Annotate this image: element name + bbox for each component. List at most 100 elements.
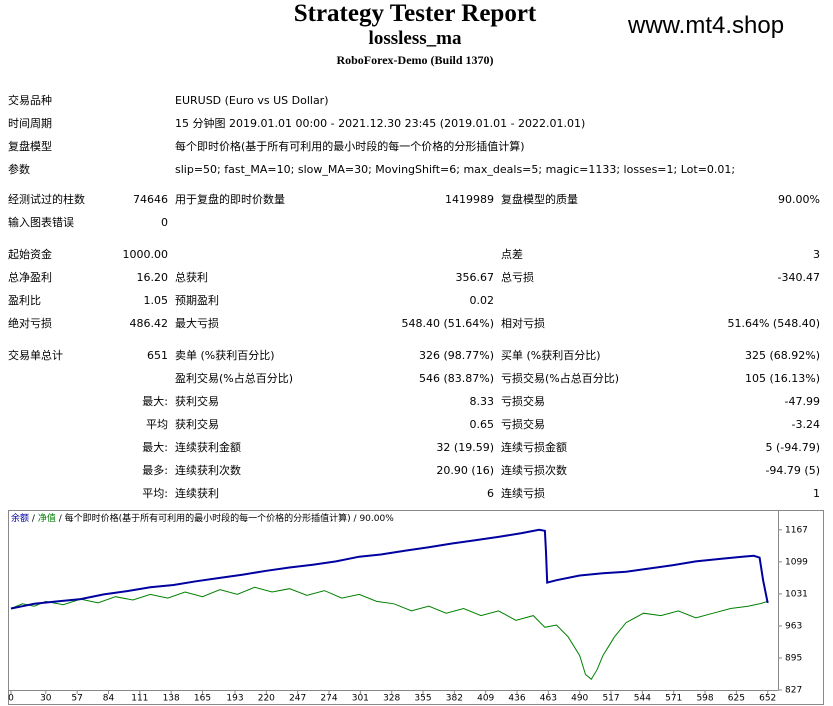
x-tick-label: 490 — [571, 694, 588, 704]
setting-label: 时间周期 — [8, 117, 52, 130]
x-tick-label: 274 — [320, 694, 337, 704]
x-tick-label: 598 — [696, 694, 713, 704]
watermark: www.mt4.shop — [628, 12, 785, 39]
stat-value: 105 (16.13%) — [744, 372, 820, 385]
x-tick-label: 193 — [226, 694, 243, 704]
stat-value: 32 (19.59) — [436, 441, 494, 454]
x-tick-label: 409 — [477, 694, 494, 704]
stat-label: 总获利 — [175, 271, 208, 284]
x-tick-label: 517 — [602, 694, 619, 704]
x-tick-label: 165 — [194, 694, 211, 704]
x-tick-label: 301 — [352, 694, 369, 704]
stat-label: 总净盈利 — [8, 271, 52, 284]
x-tick-label: 355 — [414, 694, 431, 704]
stat-value: 0.02 — [469, 294, 495, 307]
x-tick-label: 111 — [131, 694, 148, 704]
stat-value: 最大: — [142, 441, 168, 454]
stat-label: 连续获利 — [175, 487, 219, 500]
stat-label: 复盘模型的质量 — [501, 193, 578, 206]
y-tick-label: 963 — [785, 621, 802, 631]
x-tick-label: 382 — [446, 694, 463, 704]
y-tick-label: 1031 — [785, 589, 808, 599]
stat-label: 连续获利金额 — [175, 441, 241, 454]
chart: 827 895 963 1031 1099 1167 0 30 57 84 111 138 165 193… — [8, 510, 824, 705]
caption: 每个即时价格(基于所有可利用的最小时段的每一个价格的分形插值计算) — [65, 512, 351, 524]
stat-value: 20.90 (16) — [436, 464, 494, 477]
x-tick-label: 652 — [759, 694, 776, 704]
stat-value: 1.05 — [143, 294, 169, 307]
stat-label: 连续获利次数 — [175, 464, 241, 477]
y-tick-label: 1099 — [785, 557, 808, 567]
stat-label: 绝对亏损 — [8, 317, 52, 330]
stat-label: 买单 (%获利百分比) — [501, 349, 601, 362]
stat-value: -3.24 — [791, 418, 820, 431]
stat-label: 获利交易 — [175, 418, 219, 431]
stat-value: 16.20 — [136, 271, 169, 284]
stat-value: 548.40 (51.64%) — [401, 317, 494, 330]
stat-label: 交易单总计 — [8, 349, 63, 362]
setting-label: 交易品种 — [8, 94, 52, 107]
stat-label: 卖单 (%获利百分比) — [175, 349, 275, 362]
separator: / — [32, 514, 36, 524]
stat-label: 起始资金 — [8, 248, 52, 261]
stat-label: 盈利交易(%占总百分比) — [175, 372, 294, 385]
stat-label: 连续亏损 — [501, 487, 545, 500]
setting-label: 复盘模型 — [8, 140, 52, 153]
stat-value: 6 — [487, 487, 494, 500]
stat-value: 651 — [147, 349, 168, 362]
stat-value: -47.99 — [784, 395, 820, 408]
stat-label: 亏损交易 — [501, 418, 545, 431]
stat-label: 输入图表错误 — [8, 216, 74, 229]
legend-entry: 余额 — [11, 512, 29, 524]
stat-label: 亏损交易(%占总百分比) — [501, 372, 620, 385]
stat-value: 1 — [813, 487, 820, 500]
series-line — [10, 528, 769, 610]
setting-label: 参数 — [8, 163, 30, 176]
stat-label: 最大亏损 — [175, 317, 219, 330]
x-tick-label: 57 — [71, 694, 82, 704]
x-tick-label: 625 — [728, 694, 745, 704]
stat-label: 预期盈利 — [175, 294, 219, 307]
x-tick-label: 328 — [383, 694, 400, 704]
stat-value: 326 (98.77%) — [418, 349, 494, 362]
stat-value: -340.47 — [777, 271, 820, 284]
stat-label: 亏损交易 — [501, 395, 545, 408]
setting-value: 15 分钟图 2019.01.01 00:00 - 2021.12.30 23:… — [175, 117, 586, 130]
x-tick-label: 30 — [40, 694, 52, 704]
separator: / — [354, 514, 358, 524]
stat-value: 325 (68.92%) — [744, 349, 820, 362]
legend-entry: 净值 — [38, 512, 56, 524]
y-tick-label: 1167 — [785, 525, 808, 535]
x-tick-label: 138 — [163, 694, 180, 704]
stat-label: 连续亏损金额 — [501, 441, 567, 454]
quality: 90.00% — [359, 514, 394, 524]
x-tick-label: 247 — [289, 694, 306, 704]
stat-value: 最多: — [142, 464, 168, 477]
x-tick-label: 436 — [508, 694, 525, 704]
stat-value: 1000.00 — [122, 248, 169, 261]
stat-value: 356.67 — [455, 271, 495, 284]
expert-name: lossless_ma — [368, 28, 462, 49]
stat-label: 点差 — [501, 248, 523, 261]
stat-label: 用于复盘的即时价数量 — [175, 193, 285, 206]
setting-value: EURUSD (Euro vs US Dollar) — [175, 94, 329, 107]
separator: / — [59, 514, 63, 524]
x-tick-label: 84 — [103, 694, 115, 704]
y-tick-label: 827 — [785, 686, 802, 696]
stat-value: 5 (-94.79) — [765, 441, 820, 454]
stat-value: 平均 — [146, 418, 168, 431]
stat-label: 连续亏损次数 — [501, 464, 567, 477]
setting-value: slip=50; fast_MA=10; slow_MA=30; MovingS… — [175, 163, 736, 176]
stat-value: 1419989 — [445, 193, 494, 206]
x-tick-label: 0 — [8, 694, 14, 704]
chart-frame — [8, 510, 824, 705]
stat-label: 总亏损 — [501, 271, 534, 284]
y-tick-label: 895 — [785, 653, 802, 663]
stat-label: 盈利比 — [8, 294, 41, 307]
x-tick-label: 220 — [258, 694, 275, 704]
stat-value: 74646 — [133, 193, 168, 206]
stat-label: 获利交易 — [175, 395, 219, 408]
stat-value: 8.33 — [469, 395, 495, 408]
stat-value: 51.64% (548.40) — [727, 317, 820, 330]
